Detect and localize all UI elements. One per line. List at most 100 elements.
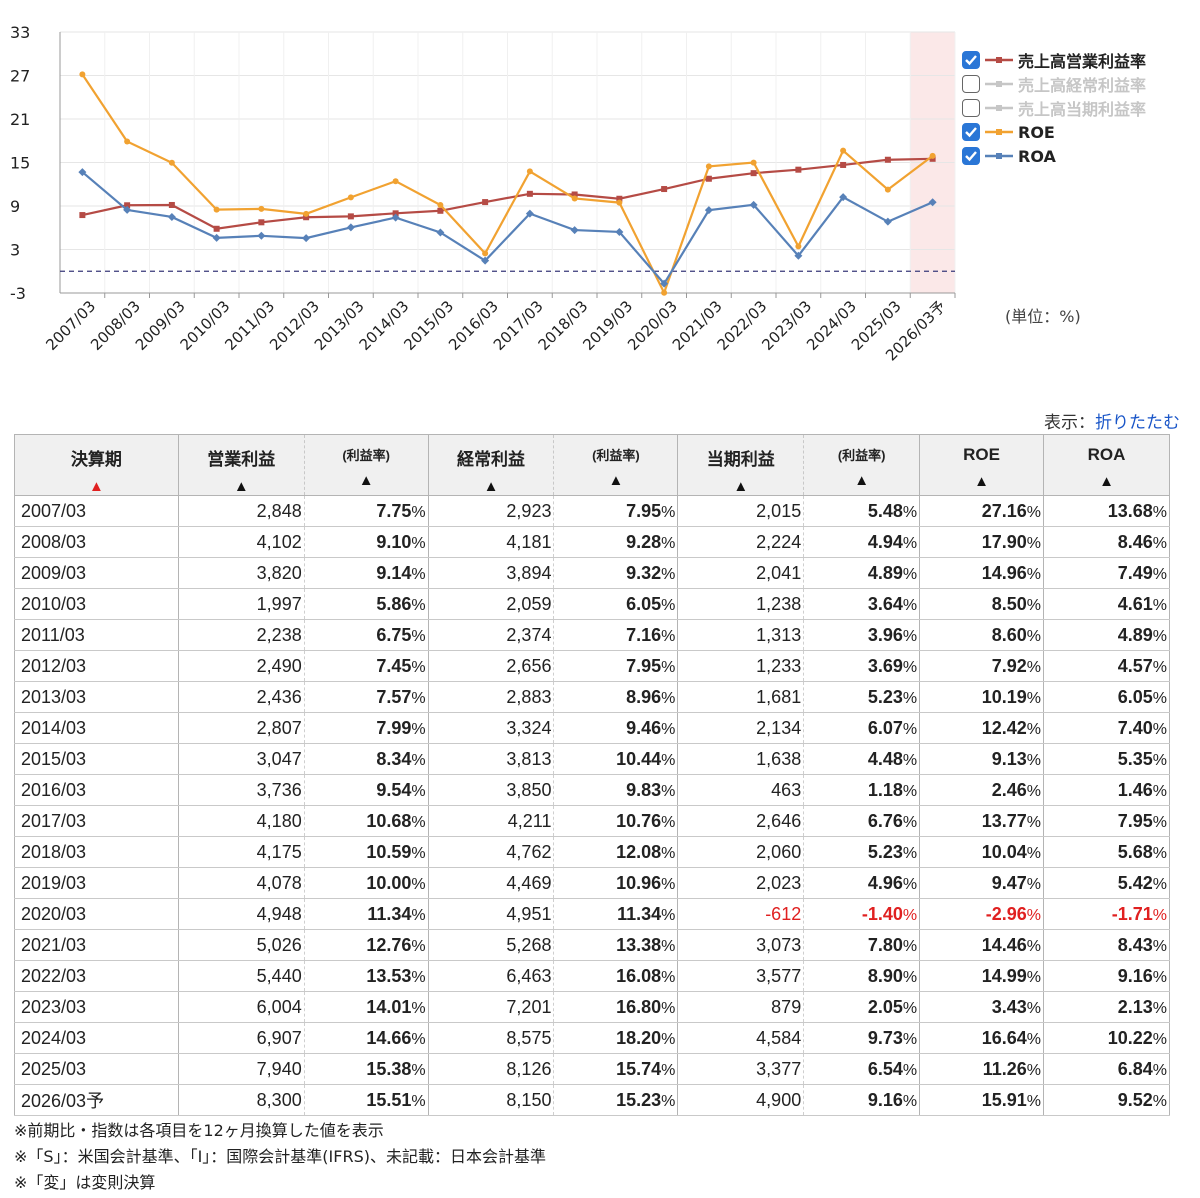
- data-point: [167, 212, 176, 221]
- cell-net: -612: [677, 898, 805, 930]
- cell-ord: 4,469: [427, 867, 555, 899]
- series-line-0: [82, 157, 933, 230]
- collapse-link[interactable]: 折りたたむ: [1095, 413, 1180, 433]
- cell-opr: 9.54%: [304, 774, 429, 806]
- cell-roe: 11.26%: [919, 1053, 1045, 1085]
- cell-roa: 5.42%: [1043, 867, 1170, 899]
- cell-netr: 6.76%: [803, 805, 921, 837]
- chart-legend: 売上高営業利益率 売上高経常利益率 売上高当期利益率 ROE ROA: [962, 48, 1146, 168]
- cell-ord: 8,126: [427, 1053, 555, 1085]
- table-header-row: 決算期 ▲ 営業利益 ▲ (利益率) ▲ 経常利益 ▲ (利益率) ▲ 当期利益 ▲ (利益…: [14, 434, 1170, 496]
- data-point: [705, 175, 712, 182]
- header-net-profit[interactable]: 当期利益 ▲: [677, 434, 804, 496]
- checkbox-checked[interactable]: [962, 123, 980, 141]
- cell-op: 4,175: [177, 836, 305, 868]
- cell-net: 4,900: [677, 1084, 805, 1116]
- header-net-rate[interactable]: (利益率) ▲: [803, 434, 921, 496]
- sort-icon[interactable]: ▲: [233, 478, 249, 495]
- cell-opr: 7.57%: [304, 681, 429, 713]
- cell-roa: 10.22%: [1043, 1022, 1170, 1054]
- cell-opr: 8.34%: [304, 743, 429, 775]
- table-row: 2019/03 4,078 10.00% 4,469 10.96% 2,023 4.96% 9…: [14, 867, 1170, 899]
- cell-netr: 6.54%: [803, 1053, 921, 1085]
- header-ord-rate[interactable]: (利益率) ▲: [553, 434, 679, 496]
- table-row: 2009/03 3,820 9.14% 3,894 9.32% 2,041 4.89% 14.…: [14, 557, 1170, 589]
- sort-asc-icon[interactable]: ▲: [89, 478, 104, 495]
- sort-icon[interactable]: ▲: [733, 478, 749, 495]
- data-point: [213, 225, 220, 232]
- cell-period: 2020/03: [14, 898, 179, 930]
- cell-opr: 15.51%: [304, 1084, 429, 1116]
- cell-ordr: 9.46%: [553, 712, 679, 744]
- sort-icon[interactable]: ▲: [483, 478, 499, 495]
- data-point: [79, 71, 86, 78]
- data-point: [168, 201, 175, 208]
- data-point: [123, 205, 132, 214]
- cell-ord: 5,268: [427, 929, 555, 961]
- legend-item[interactable]: 売上高営業利益率: [962, 48, 1146, 72]
- sort-icon[interactable]: ▲: [358, 472, 374, 489]
- cell-ordr: 16.08%: [553, 960, 679, 992]
- checkbox-checked[interactable]: [962, 147, 980, 165]
- y-tick-label: 3: [10, 241, 20, 260]
- legend-item[interactable]: ROA: [962, 144, 1146, 168]
- y-tick-label: 21: [10, 110, 30, 129]
- legend-item[interactable]: ROE: [962, 120, 1146, 144]
- data-point: [571, 195, 578, 202]
- cell-op: 2,807: [177, 712, 305, 744]
- footnote: ※「S」：米国会計基準、「I」：国際会計基準(IFRS)、未記載：日本会計基準: [14, 1147, 546, 1166]
- header-op-rate[interactable]: (利益率) ▲: [303, 434, 429, 496]
- unit-label: (単位：%): [1005, 307, 1081, 326]
- table-row: 2016/03 3,736 9.54% 3,850 9.83% 463 1.18% 2.46%…: [14, 774, 1170, 806]
- header-roe[interactable]: ROE ▲: [919, 434, 1045, 496]
- cell-roa: 7.95%: [1043, 805, 1170, 837]
- cell-roe: 14.46%: [919, 929, 1045, 961]
- sort-icon[interactable]: ▲: [1099, 473, 1114, 490]
- data-point: [661, 186, 668, 193]
- cell-ord: 2,059: [427, 588, 555, 620]
- data-point: [616, 199, 623, 206]
- cell-opr: 6.75%: [304, 619, 429, 651]
- cell-net: 1,638: [677, 743, 805, 775]
- checkbox-unchecked[interactable]: [962, 99, 980, 117]
- cell-net: 1,313: [677, 619, 805, 651]
- header-period[interactable]: 決算期 ▲: [14, 434, 179, 496]
- cell-op: 7,940: [177, 1053, 305, 1085]
- data-point: [616, 195, 623, 202]
- header-op-profit[interactable]: 営業利益 ▲: [177, 434, 305, 496]
- table-row: 2023/03 6,004 14.01% 7,201 16.80% 879 2.05% 3.4…: [14, 991, 1170, 1023]
- header-roa[interactable]: ROA ▲: [1043, 434, 1170, 496]
- sort-icon[interactable]: ▲: [608, 472, 624, 489]
- cell-net: 2,646: [677, 805, 805, 837]
- cell-roa: 9.52%: [1043, 1084, 1170, 1116]
- checkbox-checked[interactable]: [962, 51, 980, 69]
- cell-netr: 9.73%: [803, 1022, 921, 1054]
- cell-op: 2,848: [177, 495, 305, 527]
- cell-ord: 2,883: [427, 681, 555, 713]
- data-point: [705, 163, 712, 170]
- legend-item[interactable]: 売上高当期利益率: [962, 96, 1146, 120]
- sort-icon[interactable]: ▲: [974, 473, 989, 490]
- cell-ordr: 7.95%: [553, 495, 679, 527]
- cell-op: 3,736: [177, 774, 305, 806]
- data-point: [258, 205, 265, 212]
- data-point: [750, 159, 757, 166]
- header-ord-profit[interactable]: 経常利益 ▲: [427, 434, 554, 496]
- cell-opr: 9.14%: [304, 557, 429, 589]
- cell-ordr: 10.96%: [553, 867, 679, 899]
- cell-op: 2,238: [177, 619, 305, 651]
- cell-period: 2014/03: [14, 712, 179, 744]
- data-point: [437, 202, 444, 209]
- cell-ord: 2,374: [427, 619, 555, 651]
- data-point: [884, 156, 891, 163]
- cell-op: 4,180: [177, 805, 305, 837]
- cell-netr: 2.05%: [803, 991, 921, 1023]
- data-point: [525, 209, 534, 218]
- sort-icon[interactable]: ▲: [854, 472, 870, 489]
- checkbox-unchecked[interactable]: [962, 75, 980, 93]
- legend-item[interactable]: 売上高経常利益率: [962, 72, 1146, 96]
- table-row: 2007/03 2,848 7.75% 2,923 7.95% 2,015 5.48% 27.…: [14, 495, 1170, 527]
- cell-roe: 3.43%: [919, 991, 1045, 1023]
- cell-period: 2022/03: [14, 960, 179, 992]
- cell-op: 4,948: [177, 898, 305, 930]
